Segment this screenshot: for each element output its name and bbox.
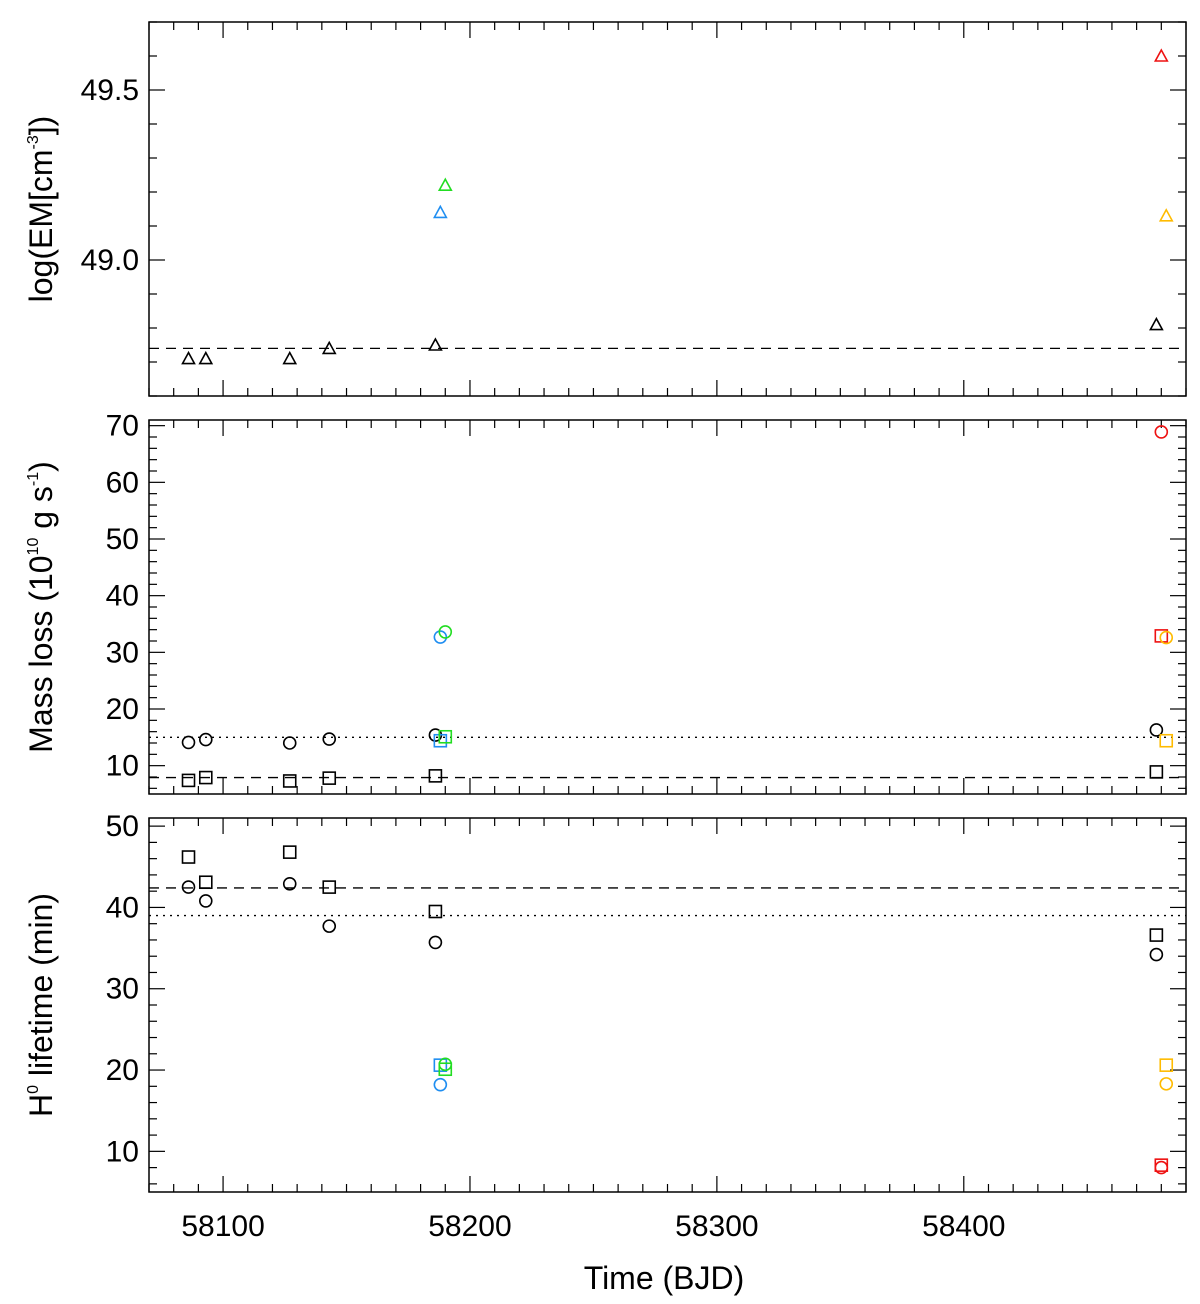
- y-axis-title-part: g s: [23, 486, 59, 538]
- y-axis-title-part: ): [23, 461, 59, 472]
- data-point-circle: [198, 894, 213, 908]
- data-point-circle: [428, 935, 443, 950]
- chart-panels: 49.0 49.5 log(EM[cm-3]) 10 20 30 40 50 60 70 Mass …: [23, 21, 1187, 1193]
- x-tick-label: 58100: [181, 1210, 264, 1243]
- data-point-square: [181, 850, 196, 864]
- data-point-square: [1149, 765, 1164, 779]
- y-tick-label: 30: [106, 973, 139, 1006]
- data-point-circle: [1159, 1077, 1174, 1091]
- y-tick-label: 20: [106, 693, 139, 726]
- y-tick-label: 30: [106, 636, 139, 669]
- data-point-circle: [433, 1077, 448, 1092]
- data-point-circle: [1149, 723, 1164, 737]
- data-point-circle: [181, 735, 196, 750]
- data-point-square: [322, 771, 337, 785]
- y-axis-title-superscript: -3: [25, 135, 42, 149]
- data-point-triangle: [1153, 48, 1169, 62]
- data-point-square: [322, 880, 337, 894]
- data-point-triangle: [198, 350, 214, 365]
- data-point-square: [1154, 1158, 1169, 1172]
- data-point-square: [198, 770, 213, 785]
- y-axis-title: H0 lifetime (min): [23, 893, 59, 1117]
- y-axis-title-part: Mass loss (10: [23, 555, 59, 752]
- data-point-square: [438, 1062, 453, 1077]
- y-tick-label: 50: [106, 810, 139, 843]
- x-tick-label: 58200: [428, 1210, 511, 1243]
- x-axis: 58100 58200 58300 58400: [181, 1210, 1005, 1243]
- y-tick-label: 10: [106, 750, 139, 783]
- data-point-triangle: [1149, 316, 1164, 331]
- data-point-circle: [1154, 425, 1169, 439]
- y-axis-title-part: ]): [23, 116, 59, 136]
- data-point-circle: [438, 1057, 453, 1072]
- data-point-circle: [322, 919, 337, 933]
- panel-frame: [148, 817, 1187, 1193]
- y-axis-title-superscript: 0: [25, 1085, 42, 1094]
- data-point-circle: [438, 625, 453, 639]
- data-point-triangle: [1158, 208, 1174, 222]
- data-point-triangle: [321, 340, 337, 355]
- data-point-square: [433, 733, 448, 748]
- data-point-square: [428, 904, 443, 919]
- data-point-triangle: [437, 177, 453, 191]
- data-point-square: [1159, 733, 1174, 748]
- data-point-square: [198, 875, 213, 890]
- data-point-square: [428, 769, 443, 783]
- y-tick-label: 50: [106, 523, 139, 556]
- data-point-triangle: [432, 204, 448, 219]
- y-axis-title-part: lifetime (min): [23, 893, 59, 1085]
- data-point-circle: [181, 880, 196, 894]
- y-tick-label: 60: [106, 466, 139, 499]
- y-tick-label: 49.0: [81, 244, 139, 277]
- data-point-square: [282, 845, 297, 859]
- y-tick-label: 10: [106, 1135, 139, 1168]
- panel-frame: [148, 21, 1187, 397]
- y-axis-title-superscript: -1: [25, 472, 42, 486]
- data-point-circle: [282, 877, 297, 891]
- y-tick-label: 40: [106, 580, 139, 613]
- y-tick-label: 49.5: [81, 74, 139, 107]
- y-axis-title: log(EM[cm-3]): [23, 116, 59, 303]
- y-axis-title-part: log(EM[cm: [23, 149, 59, 302]
- data-point-square: [433, 1058, 448, 1072]
- data-point-circle: [198, 732, 213, 747]
- y-axis-title-superscript: 10: [25, 538, 42, 556]
- y-tick-label: 40: [106, 891, 139, 924]
- x-tick-label: 58300: [675, 1210, 758, 1243]
- panel-emission-measure: 49.0 49.5 log(EM[cm-3]): [23, 21, 1187, 397]
- data-point-square: [282, 774, 297, 788]
- data-point-square: [438, 729, 453, 744]
- y-axis-title: Mass loss (1010 g s-1): [23, 461, 59, 753]
- data-point-square: [1159, 1058, 1174, 1072]
- data-point-circle: [322, 732, 337, 746]
- panel-h0-lifetime: 10 20 30 40 50 H0 lifetime (min): [23, 810, 1187, 1193]
- data-point-square: [1149, 928, 1164, 942]
- data-point-circle: [1159, 630, 1174, 645]
- data-point-triangle: [282, 350, 298, 365]
- data-point-circle: [1149, 947, 1164, 962]
- x-axis-title: Time (BJD): [584, 1260, 745, 1296]
- y-tick-label: 70: [106, 410, 139, 443]
- data-point-circle: [282, 736, 297, 750]
- data-point-triangle: [181, 350, 196, 365]
- y-tick-label: 20: [106, 1054, 139, 1087]
- data-point-circle: [433, 630, 448, 644]
- x-tick-label: 58400: [922, 1210, 1005, 1243]
- data-point-square: [181, 773, 196, 788]
- data-point-triangle: [428, 337, 443, 351]
- y-axis-title-part: H: [23, 1094, 59, 1117]
